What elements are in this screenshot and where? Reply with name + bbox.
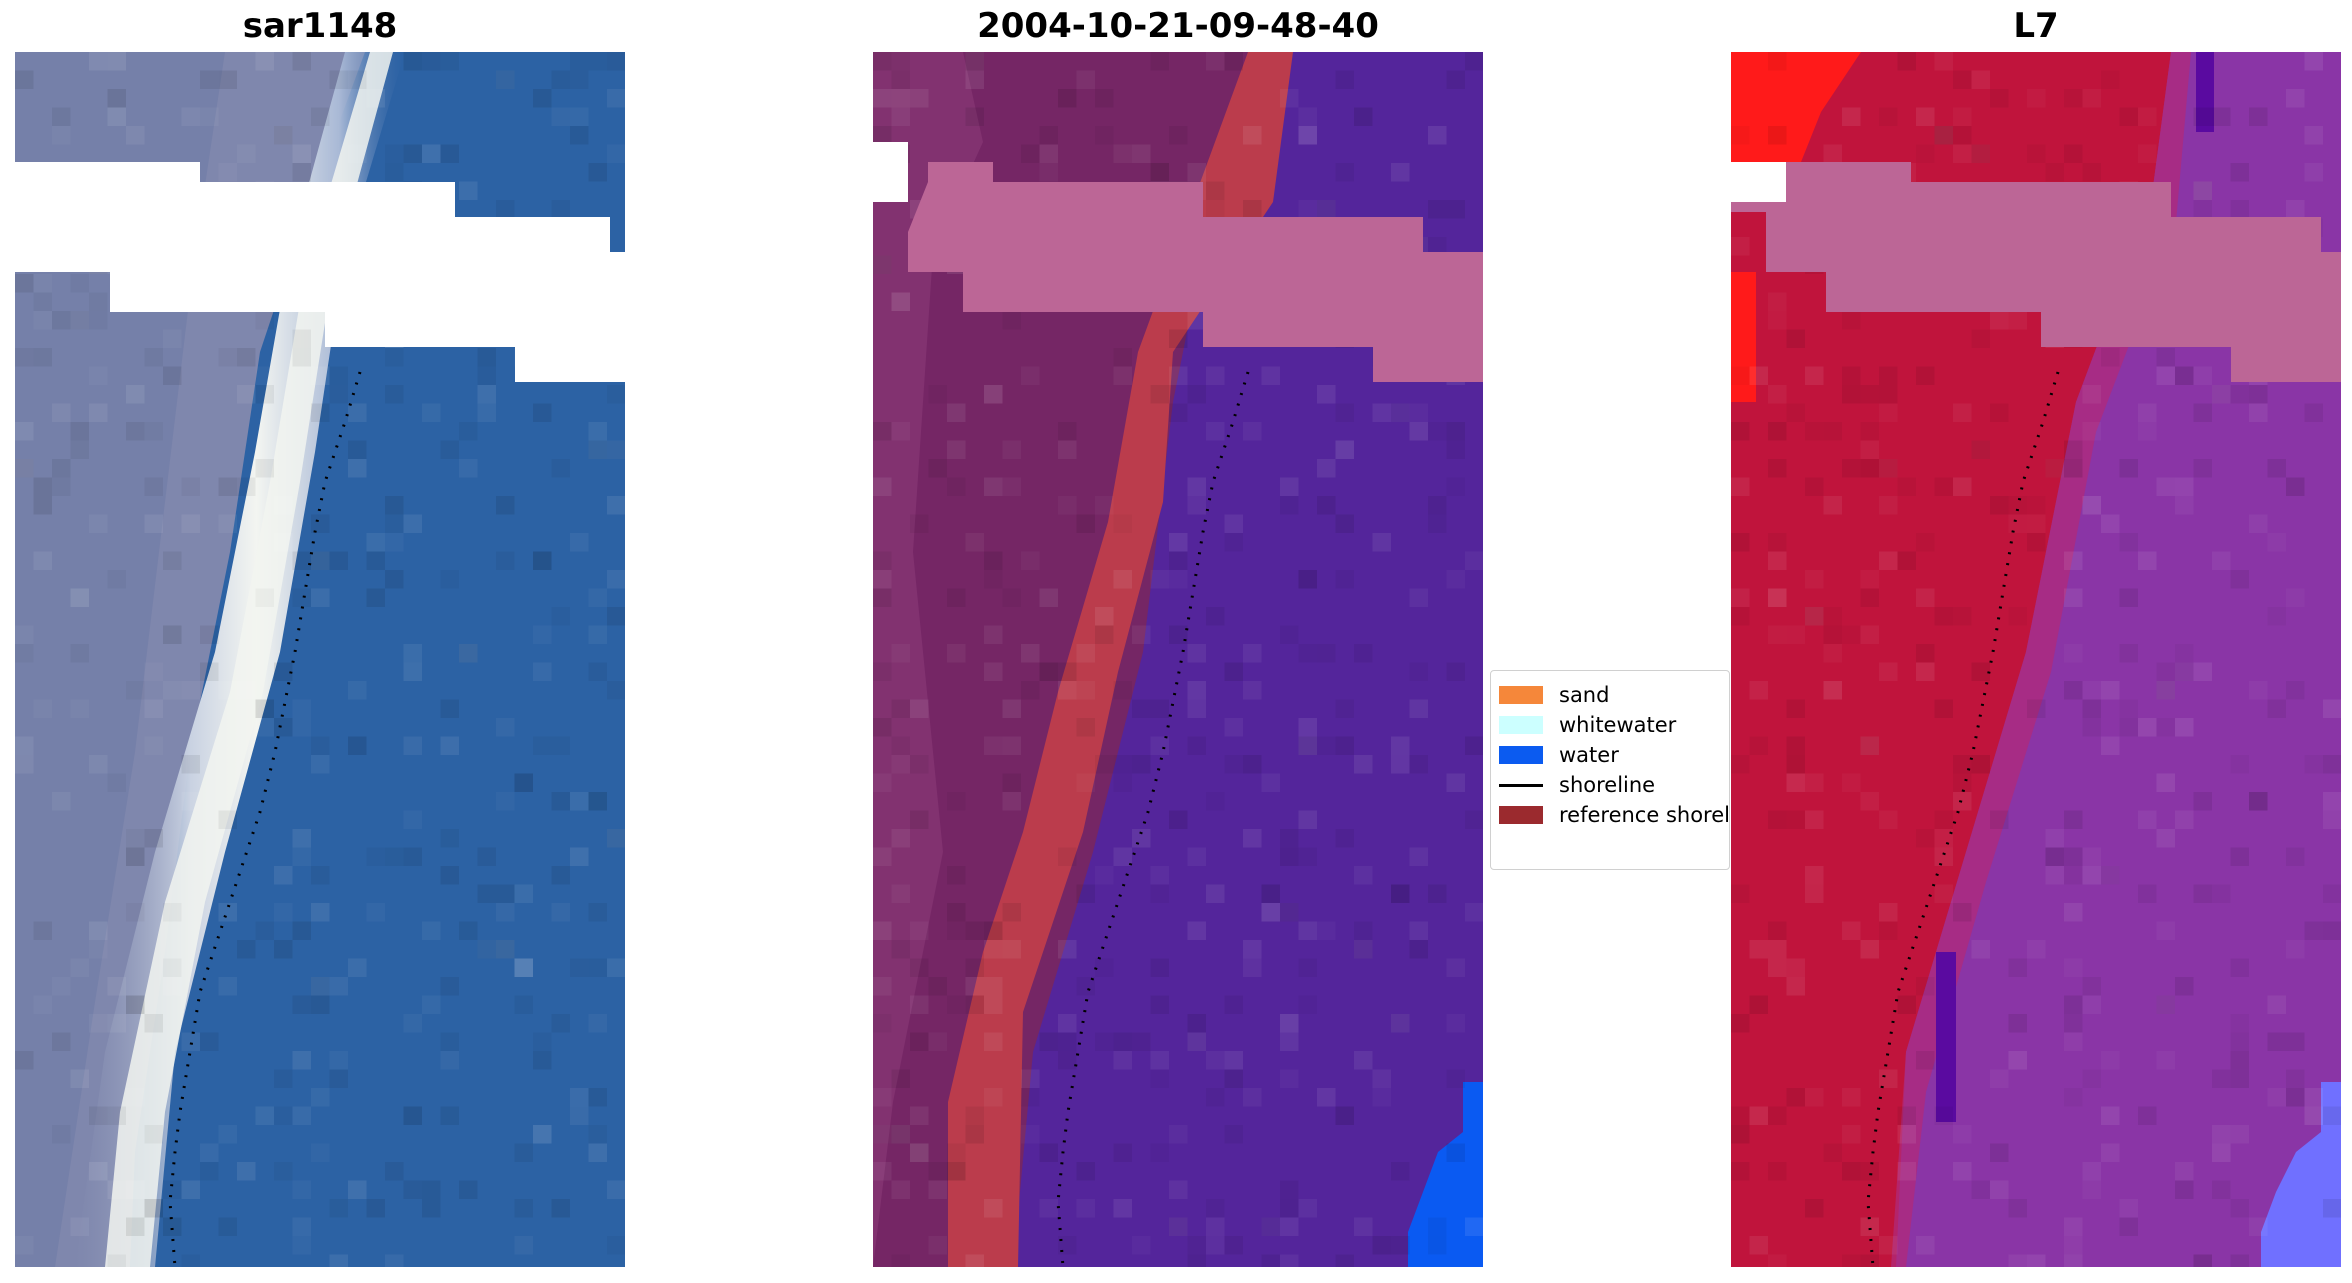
index-image-panel <box>1731 52 2341 1267</box>
legend-label-whitewater: whitewater <box>1559 713 1677 737</box>
rgb-land-dark <box>15 52 225 1267</box>
classified-cloud-mask <box>873 162 1483 382</box>
legend-item-shoreline: shoreline <box>1499 771 1655 799</box>
classified-image-panel <box>873 52 1483 1267</box>
classified-pixel-noise <box>873 52 1483 1267</box>
rgb-surf-core <box>105 52 393 1267</box>
panel-title-classified: 2004-10-21-09-48-40 <box>977 6 1379 46</box>
legend-item-water: water <box>1499 741 1619 769</box>
index-dark-spot-2 <box>1936 952 1956 1122</box>
index-bright <box>1731 52 1861 162</box>
rgb-image-panel <box>15 52 625 1267</box>
legend: sand whitewater water shoreline referenc… <box>1490 670 1730 870</box>
legend-swatch-water <box>1499 746 1543 764</box>
classified-land-light <box>873 52 983 1267</box>
legend-swatch-reference-shoreline <box>1499 806 1543 824</box>
legend-label-reference-shoreline: reference shoreline <box>1559 803 1730 827</box>
shoreline-classified <box>1056 371 1250 1267</box>
classified-nodata <box>873 142 908 202</box>
classified-sand-band <box>948 52 1293 1267</box>
index-land <box>1731 52 2171 1267</box>
shoreline-rgb <box>168 371 362 1267</box>
legend-swatch-sand <box>1499 686 1543 704</box>
legend-item-sand: sand <box>1499 681 1609 709</box>
rgb-pixel-noise <box>15 52 625 1267</box>
legend-label-water: water <box>1559 743 1619 767</box>
legend-label-shoreline: shoreline <box>1559 773 1656 797</box>
index-cloud-mask <box>1731 162 2341 382</box>
classified-deep-water <box>1408 1082 1483 1267</box>
index-dark-spot <box>2196 52 2214 132</box>
index-bright-2 <box>1731 272 1756 402</box>
index-deep-water <box>2261 1082 2341 1267</box>
index-transition <box>1891 52 2191 1267</box>
legend-item-whitewater: whitewater <box>1499 711 1676 739</box>
panel-title-index: L7 <box>2013 6 2059 46</box>
legend-swatch-shoreline <box>1499 783 1543 787</box>
shoreline-index <box>1866 371 2060 1267</box>
legend-swatch-whitewater <box>1499 716 1543 734</box>
legend-item-reference-shoreline: reference shoreline <box>1499 801 1730 829</box>
legend-label-sand: sand <box>1559 683 1610 707</box>
rgb-nodata <box>15 162 625 382</box>
index-nodata <box>1731 162 1786 202</box>
panel-title-rgb: sar1148 <box>242 6 398 46</box>
